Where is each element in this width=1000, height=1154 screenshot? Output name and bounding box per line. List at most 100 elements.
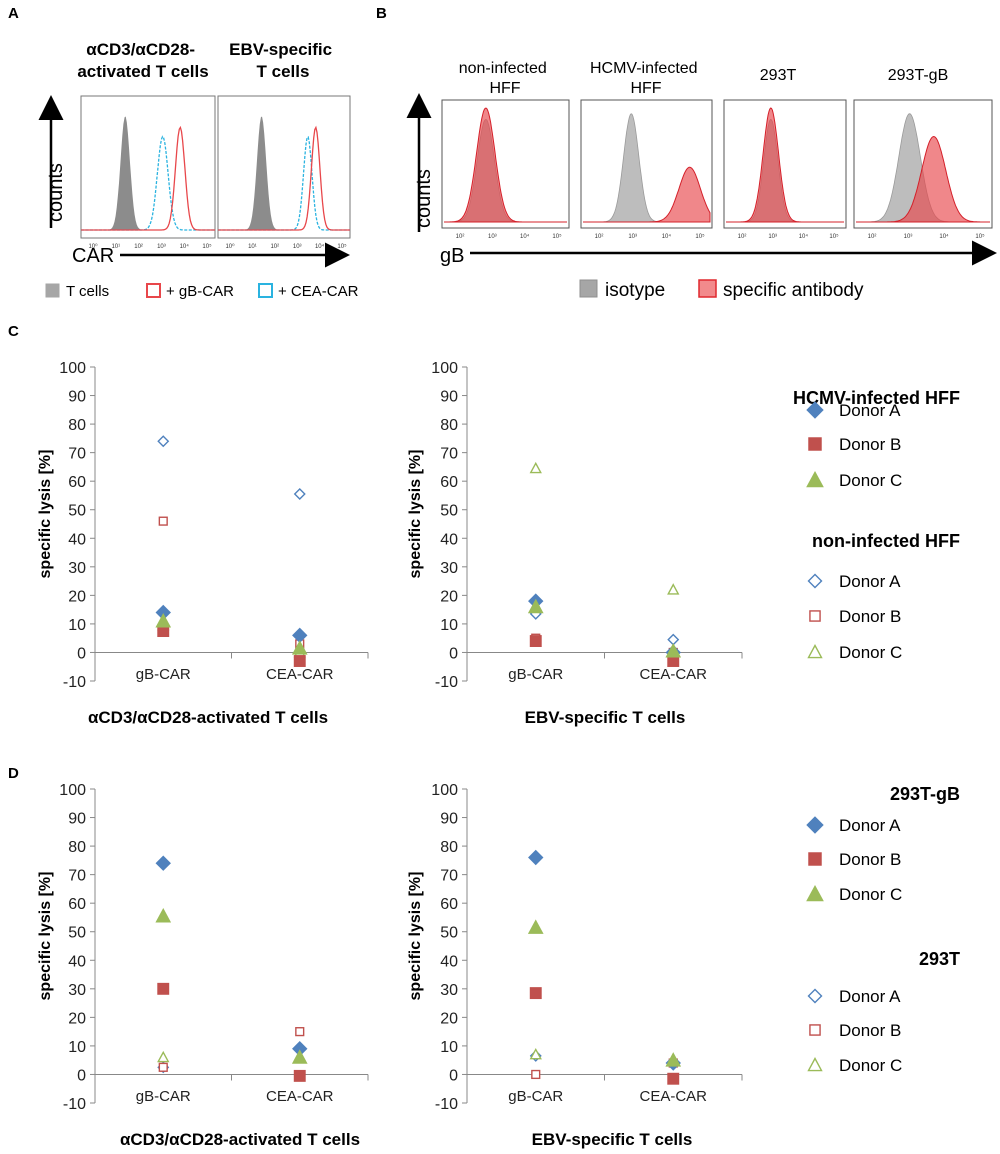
y-tick-label: 40 [68, 531, 86, 548]
panel-b-histograms: 10² 10³ 10⁴ 10⁵ 10² 10³ 10⁴ 10⁵ 10² 10³ 10⁴ 10⁵ 10² 1… [441, 99, 993, 240]
panel-b-header-3: 293T [760, 67, 797, 84]
x-axis-label: αCD3/αCD28-activated T cells [88, 708, 328, 727]
panel-b-plot-noninfected [441, 99, 570, 229]
legend-isotype-swatch [579, 279, 598, 298]
legend-donor-label: Donor C [839, 471, 902, 490]
y-tick-label: 80 [68, 839, 86, 856]
y-tick-label: 60 [68, 896, 86, 913]
y-tick-label: 100 [59, 782, 86, 799]
panel-b-tick-label: 10⁴ [799, 233, 809, 240]
panel-a-tick-label: 10¹ [111, 244, 120, 250]
legend-specific-label: specific antibody [723, 280, 864, 301]
data-point [529, 1047, 542, 1060]
legend-gb-car-swatch [146, 283, 161, 298]
y-tick-label: 50 [440, 925, 458, 942]
data-point [293, 488, 306, 501]
panel-b-header-1: non-infected HFF [459, 60, 552, 97]
panel-b-y-label: counts [413, 169, 435, 228]
legend-d: 293T-gB Donor A Donor B Donor C 293T Donor A D… [806, 784, 960, 1075]
y-tick-label: 10 [68, 617, 86, 634]
y-tick-label: 10 [440, 1039, 458, 1056]
panel-b-header-1-line2: HFF [489, 80, 520, 97]
category-label: CEA-CAR [266, 666, 334, 683]
panel-b-tick-label: 10² [868, 234, 877, 240]
y-tick-label: -10 [63, 1096, 86, 1113]
panel-letter-c: C [8, 323, 19, 340]
y-tick-label: 10 [68, 1039, 86, 1056]
panel-b-legend: isotype specific antibody [579, 279, 864, 301]
y-tick-label: 20 [440, 1010, 458, 1027]
chart-c-left: -10 0 10 20 30 40 50 60 70 80 90 100 gB-CAR CEA-CAR sp… [37, 360, 369, 727]
panel-a-legend: T cells + gB-CAR + CEA-CAR [45, 283, 359, 300]
y-tick-label: 0 [77, 1067, 86, 1084]
y-axis-label: specific lysis [%] [37, 872, 54, 1001]
panel-a-histograms: 10⁰ 10¹ 10² 10³ 10⁴ 10⁵ 10⁰ 10¹ 10² 10³ 10⁴ 10⁵ [80, 95, 351, 250]
legend-donor-label: Donor A [839, 816, 901, 835]
panel-a-plot-activated [80, 95, 216, 239]
legend-gb-car-label: + gB-CAR [166, 283, 234, 300]
panel-b-specific-histogram [856, 135, 990, 223]
legend-group-title: non-infected HFF [812, 531, 960, 551]
legend-marker [806, 470, 824, 488]
legend-marker [809, 610, 821, 622]
y-tick-label: 90 [440, 389, 458, 406]
legend-marker [807, 644, 823, 659]
category-label: CEA-CAR [639, 666, 707, 683]
chart-d-right: -10 0 10 20 30 40 50 60 70 80 90 100 gB-CAR CEA-CAR sp… [407, 782, 743, 1149]
panel-a-gb-car-histogram [81, 125, 215, 231]
y-tick-label: 50 [68, 925, 86, 942]
data-point [157, 435, 170, 448]
panel-b-tick-label: 10³ [488, 234, 497, 240]
y-tick-label: 70 [68, 868, 86, 885]
y-tick-label: 40 [68, 953, 86, 970]
panel-a-tick-label: 10⁵ [337, 243, 347, 250]
panel-b-header-1-line1: non-infected [459, 60, 547, 77]
y-tick-label: 40 [440, 531, 458, 548]
y-axis-label: specific lysis [%] [407, 872, 424, 1001]
legend-marker [806, 884, 824, 902]
panel-b-header-2-line2: HFF [630, 80, 661, 97]
data-point [155, 907, 172, 923]
panel-a-gb-car-histogram [218, 125, 350, 231]
panel-a-header-2-line1: EBV-specific [229, 40, 332, 59]
legend-marker [808, 852, 822, 866]
y-tick-label: 60 [68, 474, 86, 491]
panel-b-tick-label: 10² [595, 234, 604, 240]
legend-donor-label: Donor B [839, 607, 901, 626]
panel-b-tick-label: 10³ [628, 234, 637, 240]
data-point [667, 1072, 680, 1085]
y-tick-label: 60 [440, 896, 458, 913]
y-tick-label: 30 [440, 560, 458, 577]
legend-group-title: 293T [919, 949, 960, 969]
panel-b-tick-label: 10⁵ [829, 233, 839, 240]
panel-a-tick-label: 10⁵ [202, 243, 212, 250]
panel-b-specific-histogram [726, 107, 844, 223]
panel-a-header-1-line2: activated T cells [77, 62, 208, 81]
panel-a-cea-car-histogram [81, 135, 215, 231]
legend-group-title: HCMV-infected HFF [793, 388, 960, 408]
panel-b-tick-label: 10⁵ [695, 233, 705, 240]
y-tick-label: 90 [440, 811, 458, 828]
legend-cea-car-swatch [258, 283, 273, 298]
y-tick-label: 0 [77, 645, 86, 662]
panel-b-tick-label: 10⁴ [520, 233, 530, 240]
y-tick-label: 0 [449, 1067, 458, 1084]
data-point [529, 635, 542, 647]
legend-marker [806, 401, 824, 419]
data-point [529, 987, 542, 1000]
panel-b-tick-label: 10² [738, 234, 747, 240]
category-label: gB-CAR [136, 666, 191, 683]
data-point [665, 642, 682, 658]
legend-t-cells-swatch [45, 283, 60, 298]
panel-a-tick-label: 10⁴ [180, 243, 190, 250]
y-tick-label: -10 [435, 674, 458, 691]
data-point [158, 1062, 168, 1072]
data-point [529, 461, 542, 474]
panel-letter-a: A [8, 5, 19, 22]
y-tick-label: 0 [449, 645, 458, 662]
y-tick-label: 80 [440, 417, 458, 434]
panel-b-specific-histogram [444, 107, 567, 223]
data-point [291, 640, 308, 655]
